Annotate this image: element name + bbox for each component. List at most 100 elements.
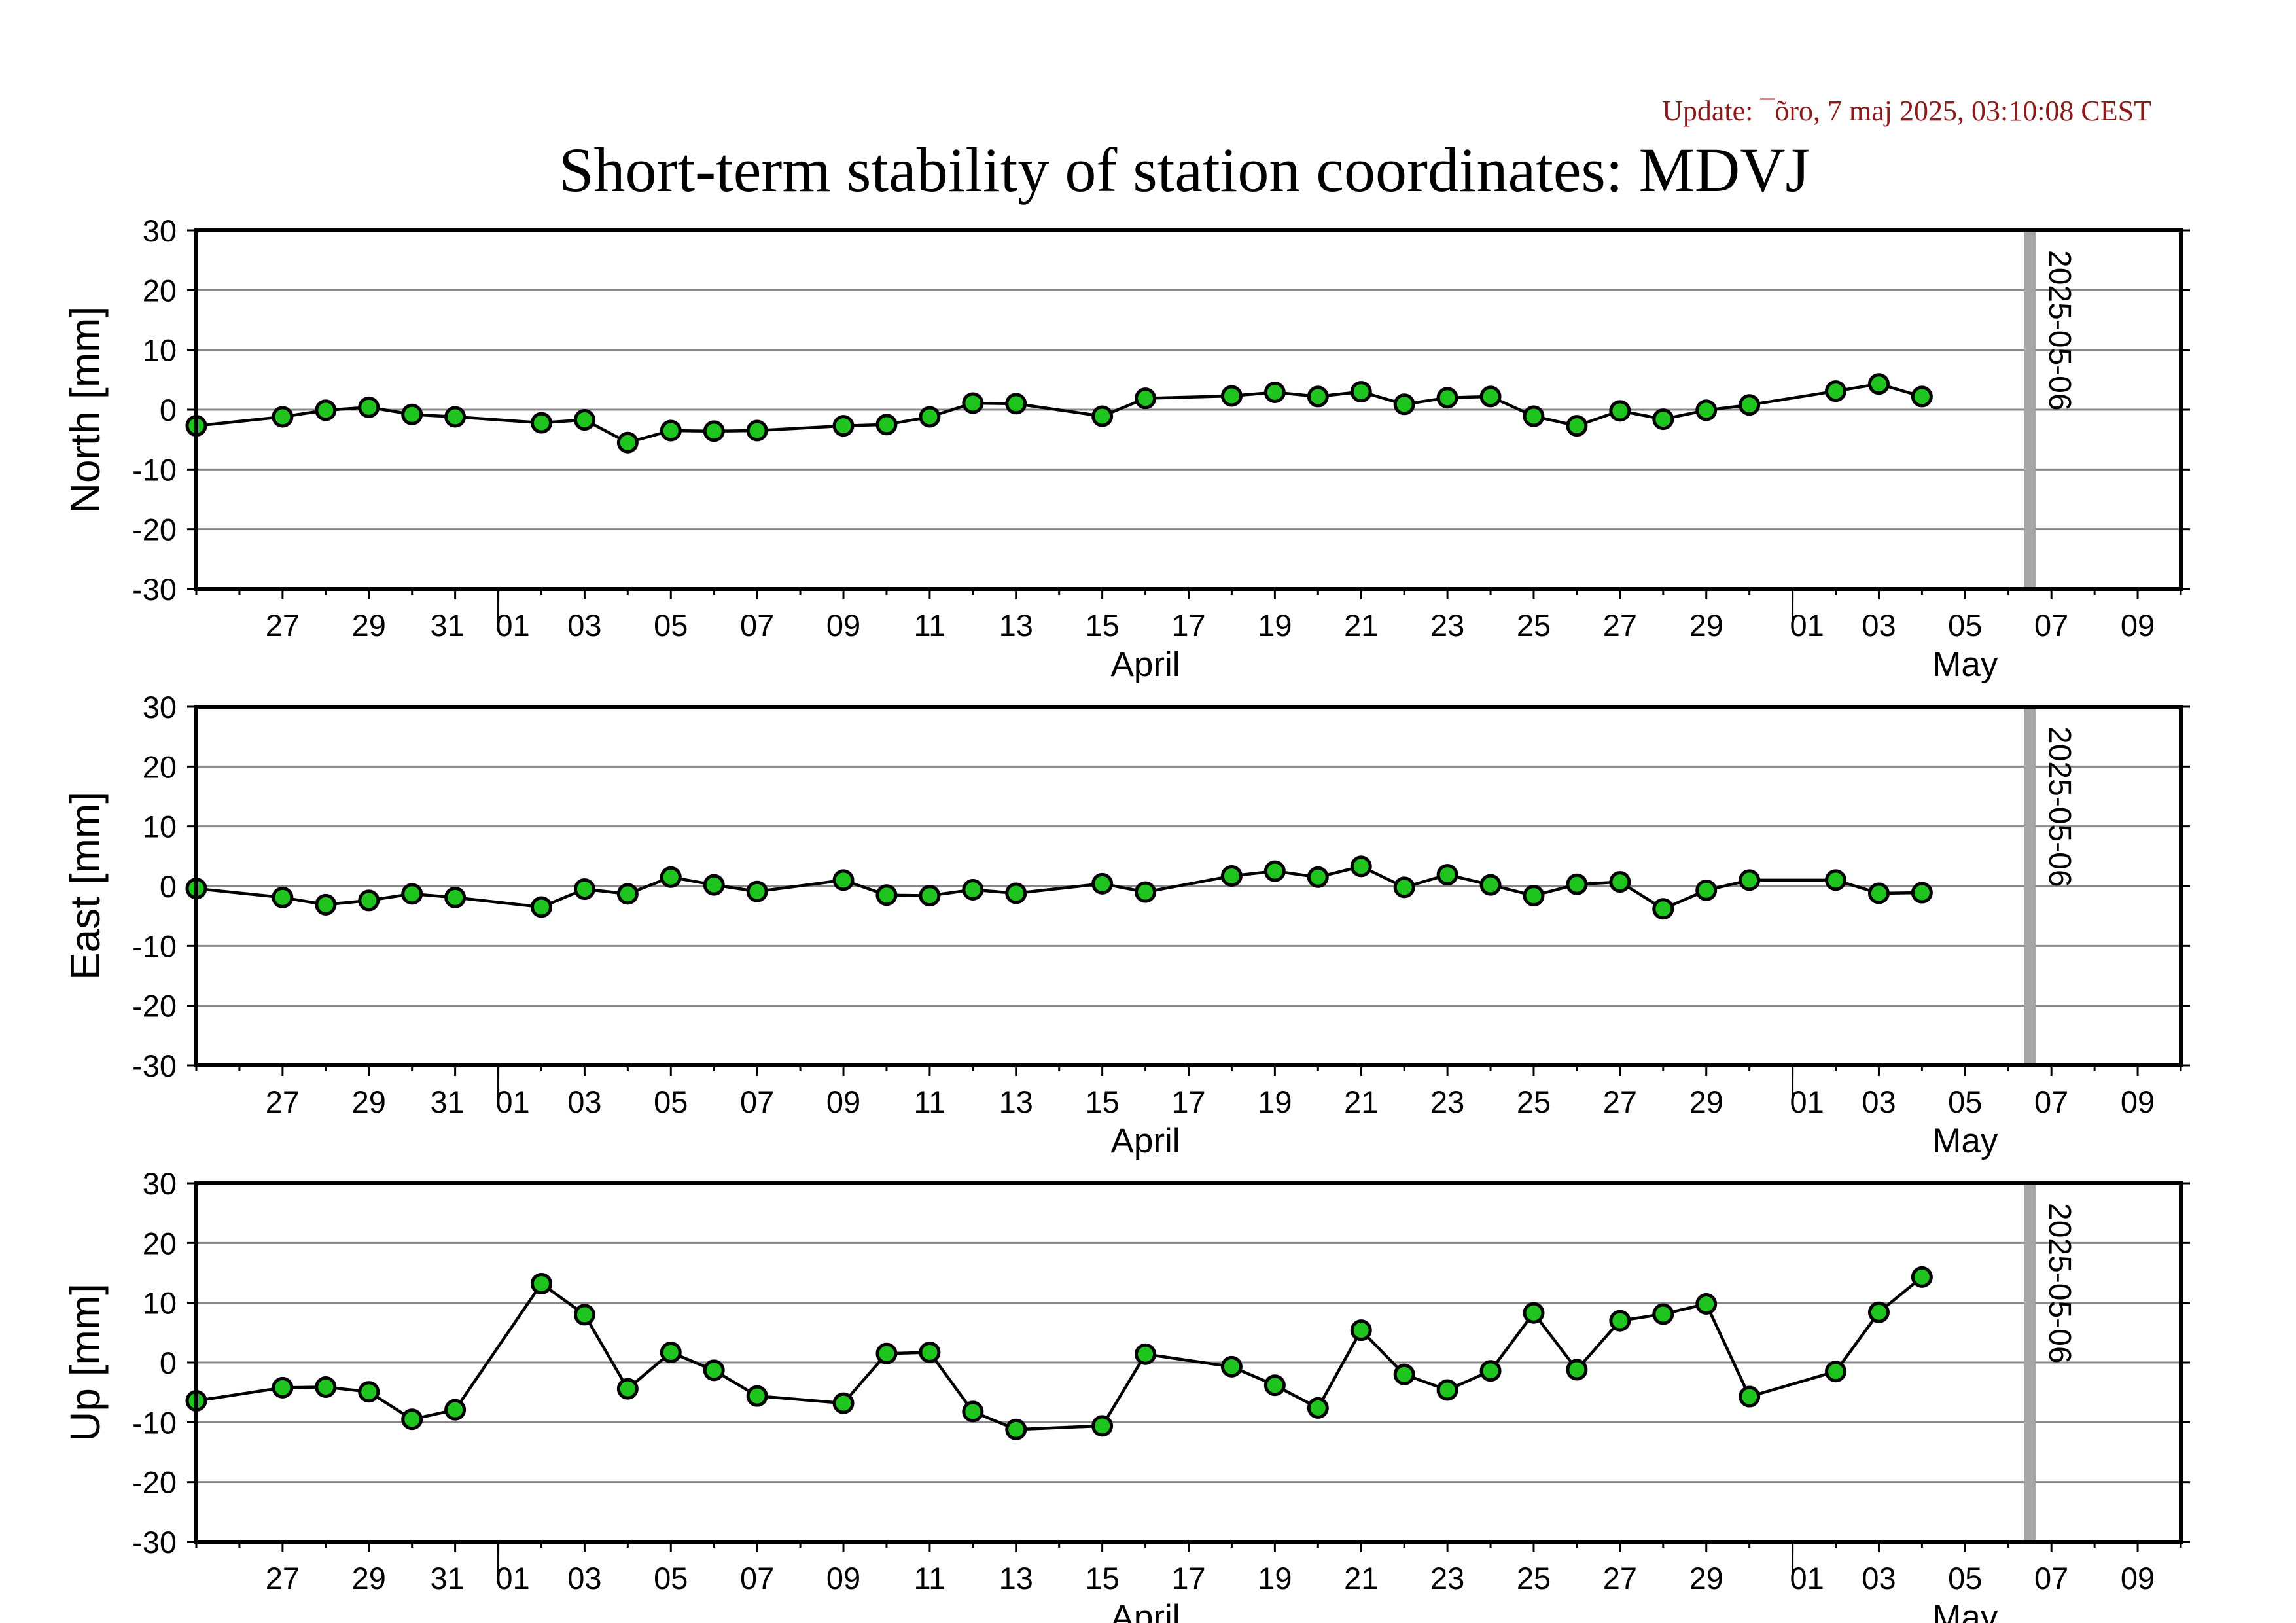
y-tick-label: 0 [160,1346,177,1380]
data-point [1695,879,1718,901]
plot-frame [194,228,2183,591]
data-point [1436,1379,1458,1401]
y-axis-label: East [mm] [62,792,109,980]
data-point [358,1381,380,1403]
x-tick-label: 19 [1258,1561,1292,1596]
data-point [358,889,380,912]
data-point [1350,1319,1372,1342]
data-point [1091,1415,1114,1437]
x-tick-label: 19 [1258,608,1292,643]
x-tick-label: 09 [2121,1561,2155,1596]
update-timestamp: Update: ¯õro, 7 maj 2025, 03:10:08 CEST [1662,95,2151,127]
data-point [315,893,337,916]
data-point [444,406,467,428]
x-tick-label: 17 [1171,1561,1205,1596]
data-point [1695,1293,1718,1315]
x-tick-label: 23 [1430,608,1464,643]
month-label-may: May [1932,1598,1998,1623]
data-point [1911,882,1933,904]
month-label-may: May [1932,1122,1998,1160]
y-tick-label: 30 [143,213,177,248]
x-tick-label: 27 [1603,608,1637,643]
x-tick-label: 31 [430,1561,464,1596]
data-point [444,886,467,908]
data-point [530,1272,552,1294]
y-tick-label: 20 [143,273,177,308]
x-tick-label: 31 [430,1084,464,1119]
data-point [573,878,595,901]
y-tick-label: 20 [143,749,177,784]
data-point [1867,373,1890,395]
x-tick-label: 09 [2121,1084,2155,1119]
data-point [1005,393,1027,415]
y-tick-label: 20 [143,1226,177,1260]
x-tick-label: 15 [1085,1561,1119,1596]
data-point [1393,393,1415,416]
x-tick-label: 27 [266,1561,300,1596]
data-point [1609,1310,1631,1332]
x-tick-label: 03 [1862,1084,1896,1119]
data-point [962,878,984,901]
data-point [832,1392,855,1414]
x-tick-label: 01 [1790,1561,1824,1596]
data-point [746,1385,768,1407]
data-point [919,1341,941,1363]
x-tick-label: 05 [654,608,688,643]
x-tick-label: 11 [913,1561,945,1596]
data-point [1307,866,1329,888]
x-tick-label: 07 [2034,608,2068,643]
data-point [1479,1360,1502,1382]
data-point [401,1408,423,1431]
data-point [401,883,423,905]
data-point [1825,1361,1847,1383]
data-point [962,1400,984,1423]
y-tick-label: 30 [143,690,177,724]
x-tick-label: 09 [826,1561,860,1596]
x-tick-label: 25 [1517,1561,1551,1596]
data-point [530,412,552,434]
data-point [530,896,552,918]
data-point [1393,1363,1415,1385]
data-point [1523,405,1545,427]
data-point [1652,408,1674,431]
data-point [1307,385,1329,408]
x-tick-label: 11 [913,1084,945,1119]
y-tick-label: -20 [132,989,177,1024]
x-tick-label: 03 [1862,1561,1896,1596]
x-tick-label: 09 [826,1084,860,1119]
data-point [1263,1374,1286,1397]
month-label-april: April [1111,645,1180,684]
data-point [272,1376,294,1399]
data-point [1739,869,1761,891]
x-tick-label: 17 [1171,608,1205,643]
x-tick-label: 07 [740,1084,774,1119]
data-point [1005,882,1027,904]
data-point [1135,1343,1157,1365]
data-point [875,884,898,906]
y-axis-label: Up [mm] [62,1283,109,1442]
x-tick-label: 01 [495,1561,529,1596]
data-point [272,406,294,428]
data-point [746,880,768,902]
data-point [1005,1418,1027,1440]
x-tick-label: 01 [495,1084,529,1119]
data-point [703,1359,725,1382]
x-tick-label: 01 [1790,608,1824,643]
data-point [1739,1385,1761,1408]
data-point [660,866,682,888]
current-date-label: 2025-05-06 [2042,1203,2077,1364]
data-point [1867,1301,1890,1323]
data-point [962,392,984,414]
data-point [616,1378,639,1400]
x-tick-label: 21 [1344,1084,1378,1119]
data-point [746,419,768,442]
data-point [1350,381,1372,403]
x-tick-label: 09 [2121,608,2155,643]
y-tick-label: -20 [132,512,177,547]
x-tick-label: 13 [999,608,1033,643]
data-point [1263,382,1286,404]
data-point [1263,860,1286,882]
data-point [1609,871,1631,893]
data-point [1652,1303,1674,1325]
